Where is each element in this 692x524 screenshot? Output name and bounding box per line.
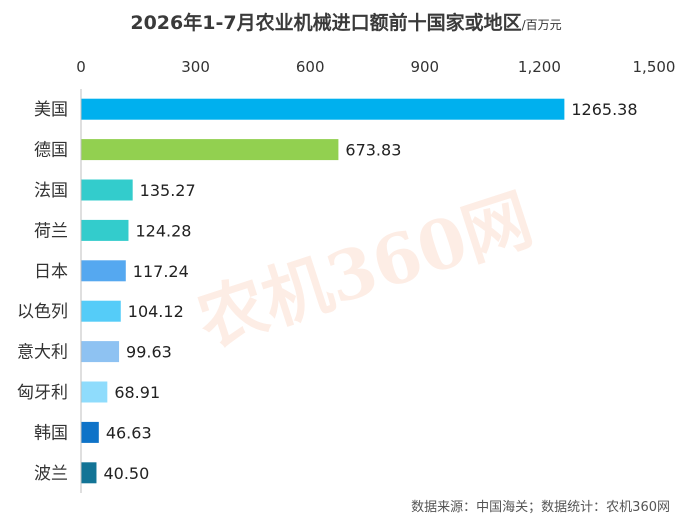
data-label: 673.83 xyxy=(345,141,401,160)
bar xyxy=(81,421,99,443)
data-label: 104.12 xyxy=(128,302,184,321)
x-tick-label: 1,200 xyxy=(518,58,561,76)
category-label: 德国 xyxy=(34,141,68,161)
bar xyxy=(81,300,121,322)
category-label: 以色列 xyxy=(17,302,68,322)
x-tick-label: 600 xyxy=(296,58,325,76)
chart-title: 2026年1-7月农业机械进口额前十国家或地区/百万元 xyxy=(0,8,692,35)
chart-title-text: 2026年1-7月农业机械进口额前十国家或地区 xyxy=(130,12,522,34)
category-label: 法国 xyxy=(34,181,68,201)
x-axis-ticks: 0 300 600 900 1,200 1,500 xyxy=(76,58,675,76)
bar xyxy=(81,139,339,161)
bar xyxy=(81,219,129,241)
category-label: 意大利 xyxy=(17,343,68,363)
bar xyxy=(81,98,565,120)
bar xyxy=(81,462,97,484)
x-tick-label: 1,500 xyxy=(633,58,676,76)
data-label: 117.24 xyxy=(133,262,189,281)
category-label: 日本 xyxy=(34,262,68,282)
bars: 美国 1265.38 德国 673.83 法国 135.27 荷兰 124.28 日本 117.2… xyxy=(17,98,638,484)
data-label: 135.27 xyxy=(140,181,196,200)
x-tick-label: 0 xyxy=(76,58,86,76)
source-note: 数据来源：中国海关；数据统计：农机360网 xyxy=(411,500,670,515)
category-label: 美国 xyxy=(34,100,68,120)
category-label: 荷兰 xyxy=(34,221,68,241)
category-label: 韩国 xyxy=(34,423,68,443)
data-label: 68.91 xyxy=(114,383,160,402)
bar xyxy=(81,381,108,403)
chart-unit: /百万元 xyxy=(521,18,562,32)
data-label: 40.50 xyxy=(103,464,149,483)
bar xyxy=(81,179,133,201)
bar xyxy=(81,260,126,282)
bar xyxy=(81,341,120,363)
x-tick-label: 300 xyxy=(181,58,210,76)
data-label: 99.63 xyxy=(126,343,172,362)
category-label: 匈牙利 xyxy=(17,383,68,403)
x-tick-label: 900 xyxy=(410,58,439,76)
category-label: 波兰 xyxy=(34,464,68,484)
data-label: 46.63 xyxy=(106,423,152,442)
data-label: 1265.38 xyxy=(571,100,637,119)
data-label: 124.28 xyxy=(135,221,191,240)
